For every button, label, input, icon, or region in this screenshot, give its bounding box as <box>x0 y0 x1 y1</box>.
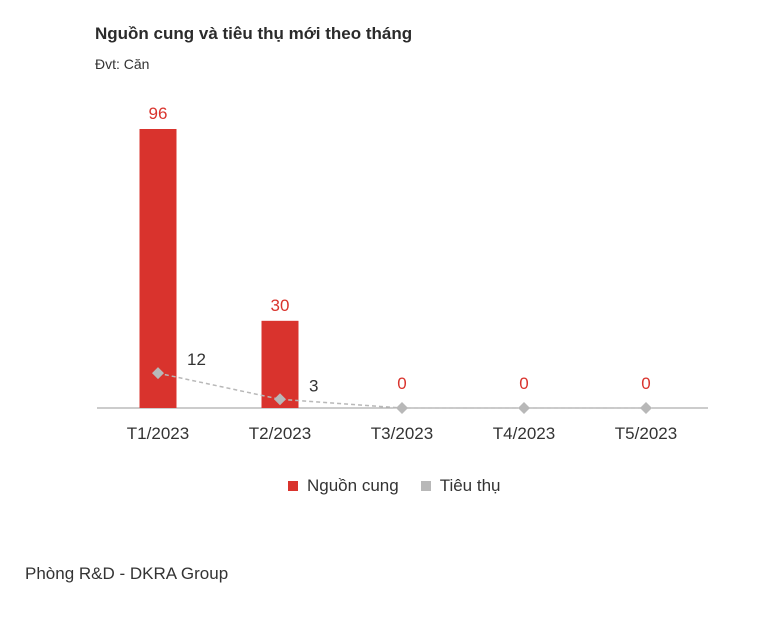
bar-supply-1 <box>139 129 177 408</box>
marker-sold-1 <box>152 367 164 380</box>
legend-label-supply: Nguồn cung <box>307 476 399 495</box>
data-label-sold-1: 12 <box>187 350 206 369</box>
marker-sold-3 <box>396 402 408 414</box>
legend-label-sold: Tiêu thụ <box>439 476 501 495</box>
source-note: Phòng R&D - DKRA Group <box>25 564 229 583</box>
marker-sold-2 <box>274 393 286 406</box>
chart-unit: Đvt: Căn <box>95 56 150 72</box>
x-tick-label-2: T2/2023 <box>249 424 311 443</box>
x-tick-label-3: T3/2023 <box>371 424 433 443</box>
data-label-sold-2: 3 <box>309 376 318 395</box>
marker-sold-4 <box>518 402 530 414</box>
x-tick-label-4: T4/2023 <box>493 424 555 443</box>
legend-swatch-supply <box>288 481 298 491</box>
x-tick-label-5: T5/2023 <box>615 424 677 443</box>
chart-title: Nguồn cung và tiêu thụ mới theo tháng <box>95 24 413 43</box>
legend-swatch-sold <box>420 481 431 491</box>
x-tick-label-1: T1/2023 <box>127 424 189 443</box>
legend-item-supply: Nguồn cung <box>288 476 399 496</box>
bar-label-supply-1: 96 <box>149 104 168 123</box>
marker-sold-5 <box>640 402 652 414</box>
legend-item-sold: Tiêu thụ <box>420 476 501 496</box>
bar-label-supply-4: 0 <box>519 374 528 393</box>
bar-label-supply-2: 30 <box>271 296 290 315</box>
chart-legend: Nguồn cung Tiêu thụ <box>288 476 500 496</box>
bar-label-supply-5: 0 <box>641 374 650 393</box>
bar-label-supply-3: 0 <box>397 374 406 393</box>
